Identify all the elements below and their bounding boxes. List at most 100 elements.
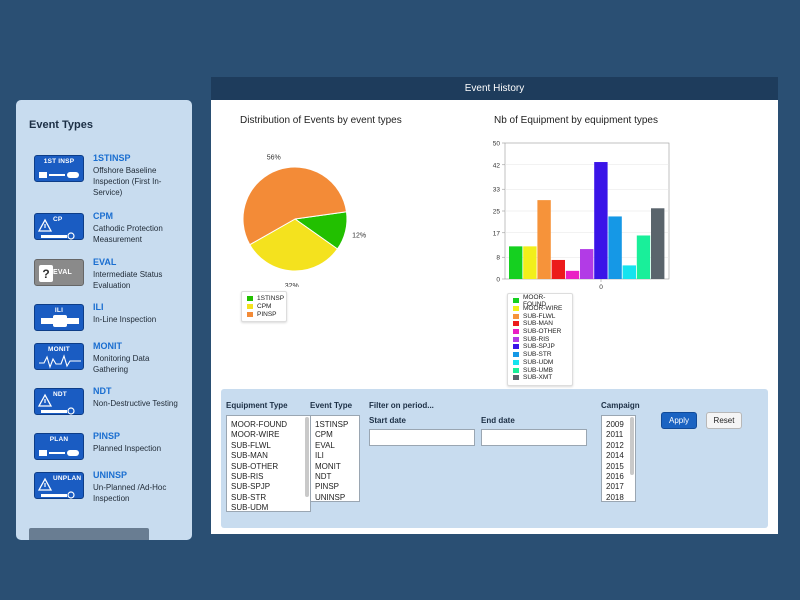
legend-item: PINSP xyxy=(247,310,281,318)
y-tick-label: 33 xyxy=(493,187,501,194)
listbox-option[interactable]: SUB-FLWL xyxy=(231,440,271,450)
listbox-option[interactable]: EVAL xyxy=(315,440,335,450)
legend-label: PINSP xyxy=(257,310,277,318)
reset-button[interactable]: Reset xyxy=(706,412,742,429)
bar-chart: 0 8 17 25 33 42 50 0 xyxy=(493,141,670,291)
event-types-sidebar: Event Types 1ST INSP 1STINSP Offshore Base… xyxy=(16,100,192,540)
pie-slice-pinsp xyxy=(242,166,348,246)
legend-label: SUB-STR xyxy=(523,351,552,359)
event-type-code: ILI xyxy=(93,302,104,312)
warning-pipe-icon: NDT xyxy=(34,388,84,415)
listbox-scrollbar[interactable] xyxy=(630,417,634,475)
icon-caption: UNPLAN xyxy=(53,475,82,482)
listbox-option[interactable]: 2017 xyxy=(606,482,624,492)
event-type-code: NDT xyxy=(93,386,112,396)
listbox-option[interactable]: NDT xyxy=(315,472,332,482)
signal-wave-icon: MONIT xyxy=(34,343,84,370)
listbox-scrollbar[interactable] xyxy=(305,417,309,497)
listbox-option[interactable]: PINSP xyxy=(315,482,340,492)
pipe-inspection-icon: PLAN xyxy=(34,433,84,460)
icon-caption: MONIT xyxy=(48,346,70,353)
legend-label: SUB-MAN xyxy=(523,320,553,328)
legend-swatch xyxy=(513,367,519,373)
equipment-type-label: Equipment Type xyxy=(226,401,288,410)
legend-item: SUB-RIS xyxy=(513,335,567,343)
start-date-input[interactable] xyxy=(369,429,475,446)
listbox-option[interactable]: MOOR-FOUND xyxy=(231,420,287,429)
warning-pipe-icon: UNPLAN xyxy=(34,472,84,499)
listbox-option[interactable]: 2014 xyxy=(606,451,624,461)
listbox-option[interactable]: SUB-UDM xyxy=(231,503,269,512)
warning-pipe-icon: CP xyxy=(34,213,84,240)
pie-legend: 1STINSP CPM PINSP xyxy=(241,291,287,323)
start-date-label: Start date xyxy=(369,416,406,425)
listbox-option[interactable]: ILI xyxy=(315,451,324,461)
listbox-option[interactable]: 2011 xyxy=(606,430,624,440)
event-type-description: Non-Destructive Testing xyxy=(93,399,178,408)
event-type-description: Monitoring Data Gathering xyxy=(93,354,150,374)
y-tick-label: 42 xyxy=(493,162,501,169)
bar-sub-man xyxy=(551,259,565,279)
end-date-input[interactable] xyxy=(481,429,587,446)
legend-item: SUB-STR xyxy=(513,351,567,359)
listbox-option[interactable]: CPM xyxy=(315,430,333,440)
listbox-option[interactable]: SUB-STR xyxy=(231,492,267,502)
legend-label: CPM xyxy=(257,303,272,311)
bar-sub-str xyxy=(608,216,622,279)
inline-pig-icon: ILI xyxy=(34,304,84,331)
campaign-listbox[interactable]: 2009 2011 2012 2014 2015 2016 2017 2018 xyxy=(601,415,636,502)
legend-label: SUB-UDM xyxy=(523,358,554,366)
legend-label: 1STINSP xyxy=(257,295,285,303)
legend-swatch xyxy=(513,298,519,304)
listbox-option[interactable]: SUB-OTHER xyxy=(231,461,279,471)
pie-chart-title: Distribution of Events by event types xyxy=(240,115,402,126)
legend-label: SUB-RIS xyxy=(523,335,550,343)
listbox-option[interactable]: 2016 xyxy=(606,472,624,482)
listbox-option[interactable]: SUB-RIS xyxy=(231,472,264,482)
pie-value-label: 32% xyxy=(285,283,299,287)
panel-header: Event History xyxy=(211,77,778,100)
listbox-option[interactable]: 2018 xyxy=(606,492,624,502)
legend-swatch xyxy=(247,296,253,302)
legend-item: SUB-OTHER xyxy=(513,328,567,336)
legend-swatch xyxy=(247,311,253,317)
event-type-description: Cathodic Protection Measurement xyxy=(93,224,163,244)
legend-swatch xyxy=(247,304,253,310)
listbox-option[interactable]: SUB-SPJP xyxy=(231,482,271,492)
legend-item: SUB-MAN xyxy=(513,320,567,328)
legend-swatch xyxy=(513,359,519,365)
y-tick-label: 25 xyxy=(493,209,501,216)
event-type-code: MONIT xyxy=(93,341,122,351)
listbox-option[interactable]: MONIT xyxy=(315,461,341,471)
bar-sub-xmt xyxy=(651,208,665,279)
legend-label: MOOR-WIRE xyxy=(523,305,563,313)
legend-item: MOOR-WIRE xyxy=(513,305,567,313)
y-tick-label: 17 xyxy=(493,230,501,237)
legend-label: SUB-SPJP xyxy=(523,343,555,351)
legend-item: CPM xyxy=(247,303,281,311)
equipment-type-listbox[interactable]: MOOR-FOUND MOOR-WIRE SUB-FLWL SUB-MAN SUB-OT… xyxy=(226,415,311,512)
legend-item: SUB-UMB xyxy=(513,366,567,374)
listbox-option[interactable]: 2009 xyxy=(606,420,624,429)
event-type-code: PINSP xyxy=(93,431,121,441)
listbox-option[interactable]: SUB-MAN xyxy=(231,451,268,461)
listbox-option[interactable]: 1STINSP xyxy=(315,420,349,429)
event-type-listbox[interactable]: 1STINSP CPM EVAL ILI MONIT NDT PINSP UNINSP xyxy=(310,415,360,502)
legend-label: SUB-OTHER xyxy=(523,328,562,336)
svg-text:?: ? xyxy=(42,267,49,281)
legend-item: SUB-SPJP xyxy=(513,343,567,351)
question-icon: ? EVAL xyxy=(34,259,84,286)
listbox-option[interactable]: UNINSP xyxy=(315,492,346,502)
campaign-label: Campaign xyxy=(601,401,640,410)
event-type-description: In-Line Inspection xyxy=(93,315,157,324)
apply-button[interactable]: Apply xyxy=(661,412,697,429)
period-filter-label: Filter on period... xyxy=(369,401,434,410)
listbox-option[interactable]: 2012 xyxy=(606,440,624,450)
sidebar-title: Event Types xyxy=(29,119,93,131)
listbox-option[interactable]: MOOR-WIRE xyxy=(231,430,280,440)
listbox-option[interactable]: 2015 xyxy=(606,461,624,471)
legend-item: SUB-UDM xyxy=(513,359,567,367)
event-type-description: Un-Planned /Ad-Hoc Inspection xyxy=(93,483,167,503)
icon-caption: PLAN xyxy=(49,436,69,443)
legend-swatch xyxy=(513,375,519,381)
